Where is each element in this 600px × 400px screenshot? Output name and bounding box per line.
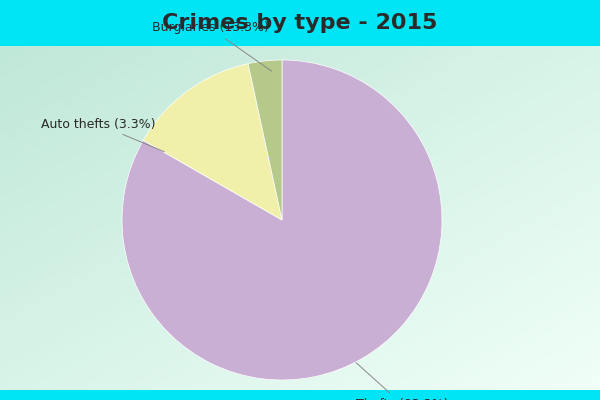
Text: Auto thefts (3.3%): Auto thefts (3.3%) xyxy=(41,118,164,152)
Bar xyxy=(0,0,600,46)
Text: Burglaries (13.3%): Burglaries (13.3%) xyxy=(152,22,272,71)
Bar xyxy=(0,390,600,400)
Text: Crimes by type - 2015: Crimes by type - 2015 xyxy=(163,13,437,33)
Text: Thefts (83.3%): Thefts (83.3%) xyxy=(356,363,448,400)
Wedge shape xyxy=(122,60,442,380)
Text: City-Data.com: City-Data.com xyxy=(493,72,582,85)
Wedge shape xyxy=(248,60,282,220)
Wedge shape xyxy=(143,64,282,220)
